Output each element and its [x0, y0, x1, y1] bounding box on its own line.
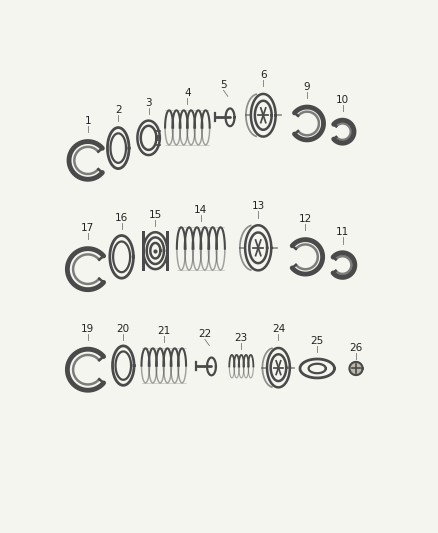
- Text: 5: 5: [220, 80, 227, 90]
- Text: 26: 26: [350, 343, 363, 353]
- Text: 1: 1: [85, 116, 91, 126]
- Text: 6: 6: [260, 70, 267, 80]
- Text: 10: 10: [336, 95, 349, 105]
- Text: 15: 15: [149, 210, 162, 220]
- Text: 4: 4: [184, 88, 191, 98]
- Text: 16: 16: [115, 213, 128, 223]
- Text: 11: 11: [336, 228, 349, 237]
- Text: 25: 25: [311, 336, 324, 346]
- Text: 14: 14: [194, 205, 208, 215]
- Text: 13: 13: [251, 201, 265, 212]
- Text: 3: 3: [145, 98, 152, 108]
- Text: 12: 12: [299, 214, 312, 224]
- Text: 20: 20: [117, 324, 130, 334]
- Text: 9: 9: [304, 82, 311, 92]
- Polygon shape: [350, 362, 363, 375]
- Text: 21: 21: [157, 326, 170, 336]
- Text: 17: 17: [81, 223, 95, 233]
- Text: 22: 22: [198, 329, 212, 340]
- Text: 23: 23: [235, 333, 248, 343]
- Text: 2: 2: [115, 105, 122, 115]
- Text: 24: 24: [272, 324, 285, 334]
- Text: 19: 19: [81, 324, 95, 334]
